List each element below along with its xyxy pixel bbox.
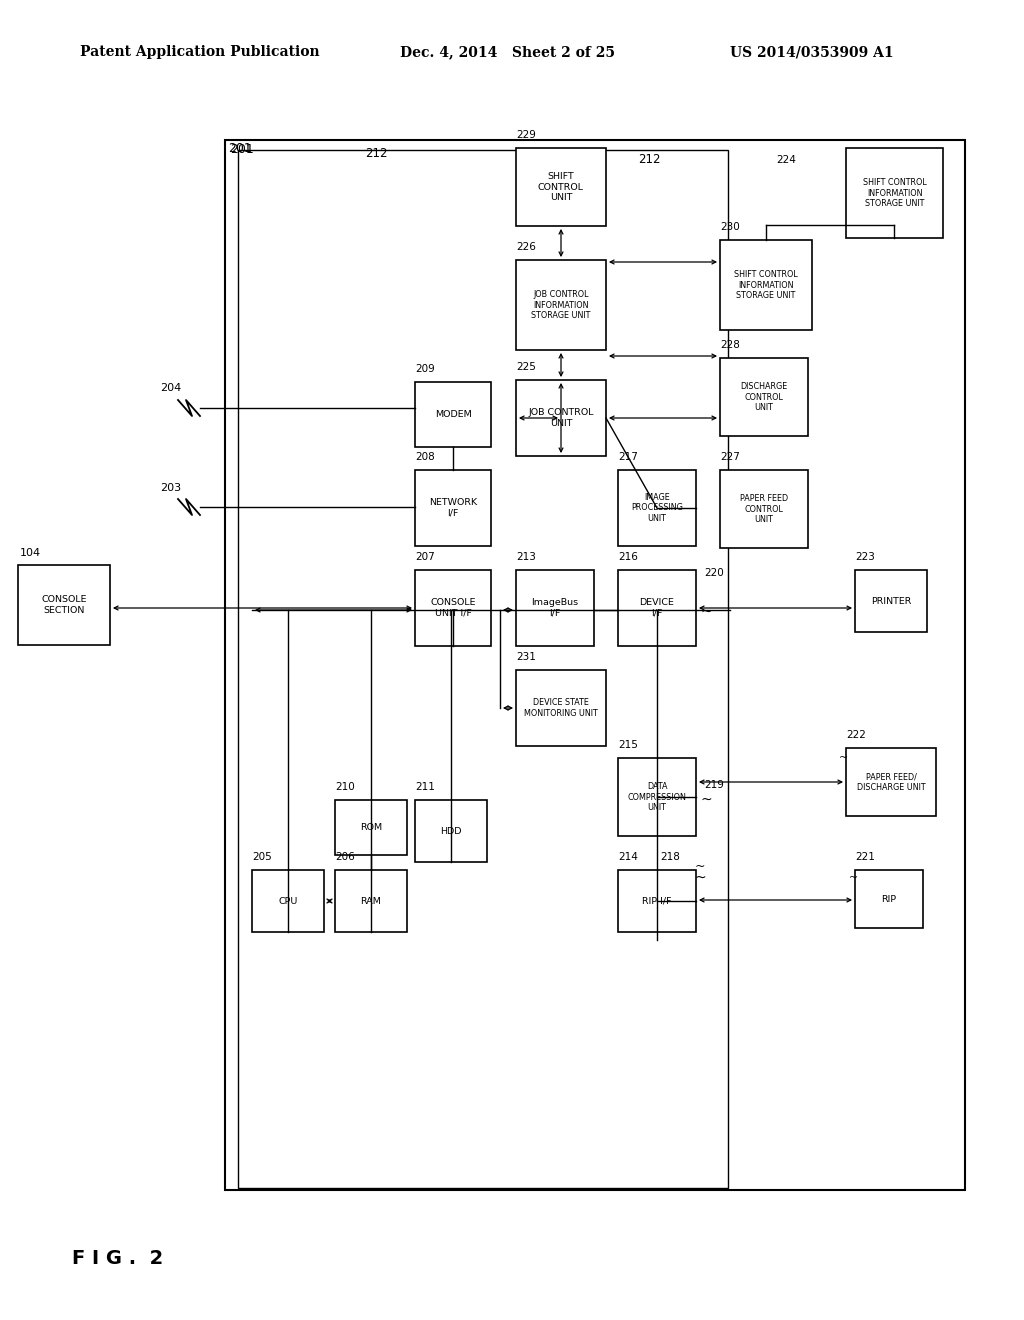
Bar — [516, 380, 606, 455]
Bar — [415, 570, 490, 645]
Text: 227: 227 — [720, 451, 740, 462]
Text: 204: 204 — [160, 383, 181, 393]
Text: 104: 104 — [20, 548, 41, 558]
Text: 231: 231 — [516, 652, 536, 663]
Bar — [335, 870, 407, 932]
Bar — [855, 570, 927, 632]
Bar — [516, 671, 606, 746]
Bar — [415, 381, 490, 447]
Text: F I G .  2: F I G . 2 — [72, 1249, 163, 1267]
Text: 211: 211 — [415, 781, 435, 792]
Text: 215: 215 — [618, 741, 638, 750]
Text: 213: 213 — [516, 552, 536, 562]
Text: RIP I/F: RIP I/F — [642, 896, 672, 906]
Text: 212: 212 — [365, 147, 387, 160]
Text: DEVICE
I/F: DEVICE I/F — [640, 598, 675, 618]
Text: 207: 207 — [415, 552, 435, 562]
Text: 216: 216 — [618, 552, 638, 562]
Bar — [238, 150, 728, 1188]
Bar — [618, 758, 696, 836]
Text: NETWORK
I/F: NETWORK I/F — [429, 498, 477, 517]
Bar — [18, 565, 110, 645]
Text: 228: 228 — [720, 341, 740, 350]
Text: CPU: CPU — [279, 896, 298, 906]
Text: JOB CONTROL
UNIT: JOB CONTROL UNIT — [528, 408, 594, 428]
Text: 210: 210 — [335, 781, 354, 792]
Text: 226: 226 — [516, 242, 536, 252]
Text: JOB CONTROL
INFORMATION
STORAGE UNIT: JOB CONTROL INFORMATION STORAGE UNIT — [531, 290, 591, 319]
Bar — [516, 260, 606, 350]
Text: RAM: RAM — [360, 896, 381, 906]
Text: CONSOLE
SECTION: CONSOLE SECTION — [41, 595, 87, 615]
Text: SHIFT CONTROL
INFORMATION
STORAGE UNIT: SHIFT CONTROL INFORMATION STORAGE UNIT — [734, 271, 798, 300]
Text: 230: 230 — [720, 222, 739, 232]
Text: 214: 214 — [618, 851, 638, 862]
Text: DEVICE STATE
MONITORING UNIT: DEVICE STATE MONITORING UNIT — [524, 698, 598, 718]
Text: Dec. 4, 2014   Sheet 2 of 25: Dec. 4, 2014 Sheet 2 of 25 — [400, 45, 615, 59]
Text: 222: 222 — [846, 730, 866, 741]
Text: ImageBus
I/F: ImageBus I/F — [531, 598, 579, 618]
Text: 203: 203 — [160, 483, 181, 492]
Text: 212: 212 — [638, 153, 660, 166]
Text: 208: 208 — [415, 451, 435, 462]
Bar — [415, 470, 490, 546]
Text: 206: 206 — [335, 851, 354, 862]
Bar — [252, 870, 324, 932]
Text: ~: ~ — [840, 752, 849, 763]
Text: 220: 220 — [705, 568, 724, 578]
Text: 223: 223 — [855, 552, 874, 562]
Bar — [720, 470, 808, 548]
Text: 217: 217 — [618, 451, 638, 462]
Text: ROM: ROM — [360, 822, 382, 832]
Text: IMAGE
PROCESSING
UNIT: IMAGE PROCESSING UNIT — [631, 494, 683, 523]
Bar — [618, 570, 696, 645]
Text: RIP: RIP — [882, 895, 897, 903]
Text: CONSOLE
UNIT I/F: CONSOLE UNIT I/F — [430, 598, 476, 618]
Text: PAPER FEED/
DISCHARGE UNIT: PAPER FEED/ DISCHARGE UNIT — [857, 772, 926, 792]
Text: SHIFT CONTROL
INFORMATION
STORAGE UNIT: SHIFT CONTROL INFORMATION STORAGE UNIT — [862, 178, 927, 209]
Text: DATA
COMPRESSION
UNIT: DATA COMPRESSION UNIT — [628, 781, 686, 812]
Text: 218: 218 — [660, 851, 680, 862]
Text: 221: 221 — [855, 851, 874, 862]
Bar — [720, 358, 808, 436]
Text: SHIFT
CONTROL
UNIT: SHIFT CONTROL UNIT — [538, 172, 584, 202]
Text: PAPER FEED
CONTROL
UNIT: PAPER FEED CONTROL UNIT — [740, 494, 788, 524]
Text: 219: 219 — [705, 780, 724, 789]
Bar — [618, 870, 696, 932]
Bar — [720, 240, 812, 330]
Text: PRINTER: PRINTER — [870, 597, 911, 606]
Bar — [415, 800, 487, 862]
Bar — [335, 800, 407, 855]
Text: 225: 225 — [516, 362, 536, 372]
Bar — [225, 140, 965, 1191]
Text: ~: ~ — [694, 859, 706, 873]
Bar — [516, 570, 594, 645]
Text: 201: 201 — [230, 143, 254, 156]
Text: 201: 201 — [228, 143, 252, 154]
Bar — [516, 148, 606, 226]
Text: ~: ~ — [848, 873, 858, 883]
Text: ~: ~ — [694, 871, 706, 884]
Text: DISCHARGE
CONTROL
UNIT: DISCHARGE CONTROL UNIT — [740, 381, 787, 412]
Text: 224: 224 — [776, 154, 796, 165]
Bar — [846, 148, 943, 238]
Bar — [618, 470, 696, 546]
Bar — [846, 748, 936, 816]
Text: US 2014/0353909 A1: US 2014/0353909 A1 — [730, 45, 894, 59]
Text: 209: 209 — [415, 364, 435, 374]
Text: 229: 229 — [516, 129, 536, 140]
Bar — [855, 870, 923, 928]
Text: ~: ~ — [700, 605, 712, 619]
Text: ~: ~ — [700, 793, 712, 807]
Text: HDD: HDD — [440, 826, 462, 836]
Text: 205: 205 — [252, 851, 271, 862]
Text: MODEM: MODEM — [434, 411, 471, 418]
Text: Patent Application Publication: Patent Application Publication — [80, 45, 319, 59]
